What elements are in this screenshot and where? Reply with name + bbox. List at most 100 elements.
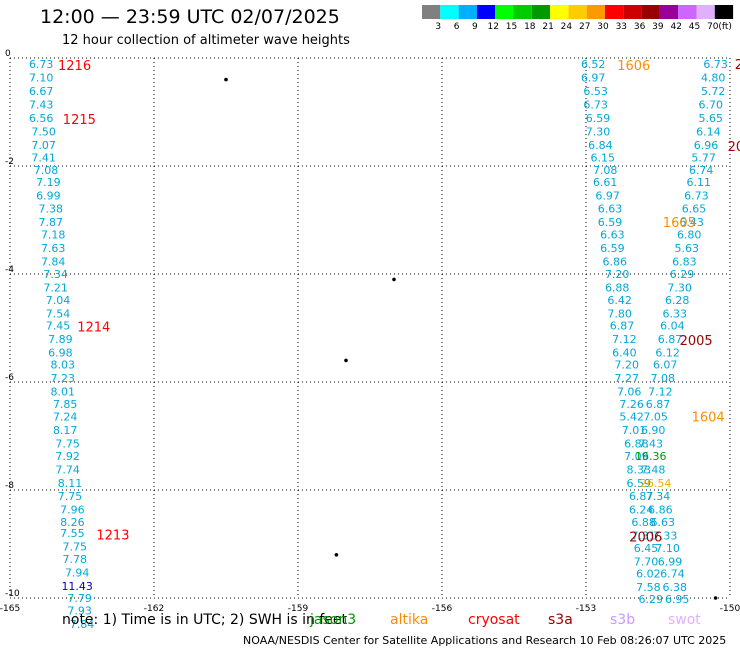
wave-height-label: 7.58 (636, 581, 661, 594)
wave-height-label: 6.43 (679, 216, 704, 229)
wave-height-label: 6.59 (598, 216, 623, 229)
legend-swatch (586, 5, 605, 19)
wave-height-label: 6.73 (29, 58, 54, 71)
wave-height-label: 6.56 (29, 112, 54, 125)
legend-label: 6 (454, 22, 460, 32)
wave-height-label: 6.97 (595, 190, 620, 203)
wave-height-label: 7.04 (46, 294, 71, 307)
wave-height-label: 4.80 (701, 71, 726, 84)
wave-height-label: 7.30 (586, 125, 611, 138)
wave-height-label: 7.84 (70, 618, 95, 631)
map-title: 12:00 — 23:59 UTC 02/07/2025 (40, 6, 340, 28)
wave-height-label: 8.26 (60, 516, 85, 529)
wave-height-label: 8.11 (58, 477, 83, 490)
wave-height-label: 7.19 (36, 176, 61, 189)
wave-height-label: 7.31 (631, 529, 656, 542)
wave-height-label: 8.01 (51, 386, 76, 399)
legend-swatch (550, 5, 569, 19)
wave-height-label: 7.12 (648, 386, 673, 399)
wave-height-label: 6.63 (651, 516, 676, 529)
wave-height-label: 7.18 (41, 229, 66, 242)
wave-height-label: 8.33 (627, 463, 652, 476)
wave-height-label: 6.11 (687, 176, 712, 189)
wave-height-label: 6.99 (658, 555, 683, 568)
wave-height-label: 6.15 (591, 151, 616, 164)
wave-height-label: 6.84 (588, 139, 613, 152)
wave-height-label: 6.29 (670, 268, 695, 281)
satellite-label-altika: altika (390, 612, 429, 628)
wave-height-label: 11.43 (61, 580, 93, 593)
track-1: 6.737.106.677.436.567.507.077.417.087.19… (29, 58, 94, 631)
wave-height-label: 26.54 (640, 477, 672, 490)
wave-height-label: 6.83 (672, 256, 697, 269)
pass-time-labels: 1216 1215 1214 1213 1606 1605 1604 2005 2006 2007… (58, 58, 740, 546)
legend-label: 3 (435, 22, 441, 32)
pass-time-label: 1604 (692, 411, 725, 426)
wave-height-label: 7.54 (46, 307, 71, 320)
satellite-label-jason3: jason3 (310, 612, 357, 628)
lat-tick-label: -4 (5, 265, 14, 275)
lon-tick-label: -150 (720, 604, 740, 614)
islands (224, 77, 718, 600)
wave-height-label: 7.63 (41, 242, 66, 255)
wave-height-label: 7.34 (43, 268, 68, 281)
wave-height-label: 6.61 (593, 176, 618, 189)
wave-height-label: 7.75 (63, 541, 88, 554)
wave-height-label: 6.86 (648, 503, 673, 516)
wave-height-label: 16.36 (635, 450, 667, 463)
wave-height-label: 7.75 (55, 438, 80, 451)
wave-height-label: 6.87 (629, 490, 654, 503)
legend-label: 18 (524, 22, 536, 32)
legend-label: 36 (634, 22, 646, 32)
wave-height-label: 6.52 (581, 58, 606, 71)
wave-height-label: 5.42 (619, 411, 644, 424)
credit-line: NOAA/NESDIS Center for Satellite Applica… (243, 634, 727, 647)
wave-height-label: 7.38 (39, 203, 64, 216)
wave-height-label: 7.10 (655, 542, 680, 555)
lon-tick-label: -162 (144, 604, 164, 614)
lat-tick-label: -8 (5, 481, 14, 491)
satellite-label-s3b: s3b (610, 612, 636, 628)
wave-height-label: 6.87 (610, 319, 635, 332)
legend-label: 9 (472, 22, 478, 32)
wave-height-label: 7.01 (622, 424, 647, 437)
wave-height-label: 7.30 (667, 282, 692, 295)
wave-height-label: 7.05 (643, 411, 668, 424)
legend-label: 24 (561, 22, 573, 32)
lat-lon-grid: -165 -162 -159 -156 -153 -150 0 -2 -4 -6 -8 -10 (0, 49, 740, 614)
wave-height-label: 7.84 (41, 256, 66, 269)
wave-height-label: 7.87 (39, 216, 64, 229)
lat-tick-label: -2 (5, 157, 14, 167)
lat-tick-label: -6 (5, 373, 14, 383)
legend-label: 39 (652, 22, 664, 32)
wave-height-label: 6.12 (655, 346, 680, 359)
wave-height-label: 6.86 (603, 256, 628, 269)
wave-height-label: 6.88 (605, 282, 630, 295)
wave-height-label: 6.88 (624, 438, 649, 451)
wave-height-label: 6.07 (653, 359, 678, 372)
wave-height-label: 7.06 (617, 386, 642, 399)
legend-swatch (641, 5, 660, 19)
lon-tick-label: -165 (0, 604, 20, 614)
legend-swatch (623, 5, 642, 19)
wave-height-label: 7.94 (65, 567, 90, 580)
wave-height-label: 6.87 (646, 398, 671, 411)
wave-height-label: 7.43 (29, 98, 54, 111)
wave-height-label: 7.48 (641, 463, 666, 476)
wave-height-label: 6.98 (48, 346, 73, 359)
wave-height-label: 6.59 (600, 242, 625, 255)
pass-time-label: 2007 (728, 140, 740, 155)
wave-height-label: 7.09 (624, 450, 649, 463)
wave-height-label: 6.63 (598, 203, 623, 216)
wave-height-label: 6.53 (583, 85, 608, 98)
legend-swatch (605, 5, 624, 19)
wave-height-label: 5.63 (675, 242, 700, 255)
legend-swatch (568, 5, 587, 19)
wave-height-label: 6.88 (631, 516, 656, 529)
legend-label: 33 (616, 22, 627, 32)
wave-height-label: 7.96 (60, 503, 85, 516)
wave-height-legend: 3 6 9 12 15 18 21 24 27 30 33 36 39 42 45 70 (ft) (422, 5, 734, 32)
wave-height-label: 7.43 (639, 438, 664, 451)
wave-height-label: 6.63 (600, 229, 625, 242)
wave-height-label: 7.12 (612, 333, 637, 346)
